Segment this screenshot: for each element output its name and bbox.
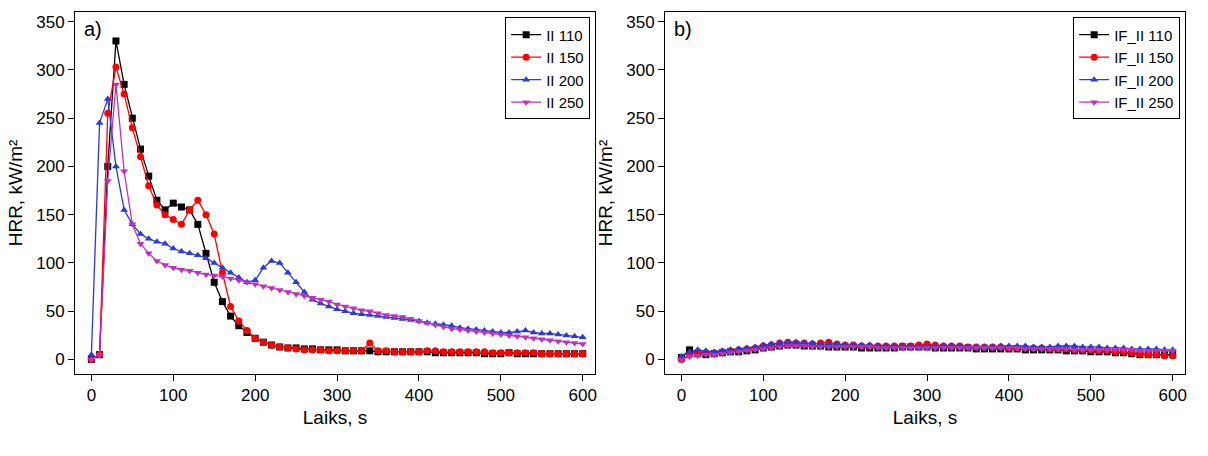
svg-text:100: 100 — [159, 386, 187, 405]
svg-text:b): b) — [674, 18, 692, 40]
svg-text:400: 400 — [405, 386, 433, 405]
svg-text:250: 250 — [626, 109, 654, 128]
svg-text:0: 0 — [55, 350, 64, 369]
svg-text:0: 0 — [677, 386, 686, 405]
svg-text:600: 600 — [569, 386, 597, 405]
svg-text:300: 300 — [626, 61, 654, 80]
svg-text:350: 350 — [626, 13, 654, 32]
svg-text:IF_II 150: IF_II 150 — [1114, 49, 1173, 66]
svg-text:50: 50 — [46, 302, 65, 321]
svg-text:0: 0 — [645, 350, 654, 369]
svg-text:400: 400 — [995, 386, 1023, 405]
svg-text:IF_II 110: IF_II 110 — [1114, 27, 1172, 44]
svg-text:a): a) — [84, 18, 102, 40]
svg-text:350: 350 — [36, 13, 64, 32]
svg-text:Laiks, s: Laiks, s — [303, 407, 367, 428]
svg-text:200: 200 — [626, 157, 654, 176]
svg-text:200: 200 — [36, 157, 64, 176]
svg-text:300: 300 — [36, 61, 64, 80]
svg-text:Laiks, s: Laiks, s — [893, 407, 957, 428]
svg-text:600: 600 — [1159, 386, 1187, 405]
svg-text:150: 150 — [626, 206, 654, 225]
svg-text:IF_II 200: IF_II 200 — [1114, 72, 1173, 89]
svg-text:100: 100 — [749, 386, 777, 405]
svg-text:50: 50 — [636, 302, 655, 321]
svg-text:II 110: II 110 — [546, 27, 582, 44]
svg-text:IF_II 250: IF_II 250 — [1114, 94, 1173, 111]
svg-text:100: 100 — [626, 254, 654, 273]
svg-text:HRR, kW/m²: HRR, kW/m² — [595, 140, 616, 247]
svg-text:250: 250 — [36, 109, 64, 128]
svg-text:500: 500 — [1077, 386, 1105, 405]
svg-text:100: 100 — [36, 254, 64, 273]
svg-text:II 150: II 150 — [546, 49, 584, 66]
svg-text:300: 300 — [913, 386, 941, 405]
svg-text:II 250: II 250 — [546, 94, 584, 111]
svg-text:200: 200 — [241, 386, 269, 405]
svg-text:0: 0 — [87, 386, 96, 405]
svg-text:500: 500 — [487, 386, 515, 405]
svg-text:300: 300 — [323, 386, 351, 405]
svg-text:150: 150 — [36, 206, 64, 225]
svg-text:II 200: II 200 — [546, 72, 584, 89]
svg-text:HRR, kW/m²: HRR, kW/m² — [5, 140, 26, 247]
svg-text:200: 200 — [831, 386, 859, 405]
